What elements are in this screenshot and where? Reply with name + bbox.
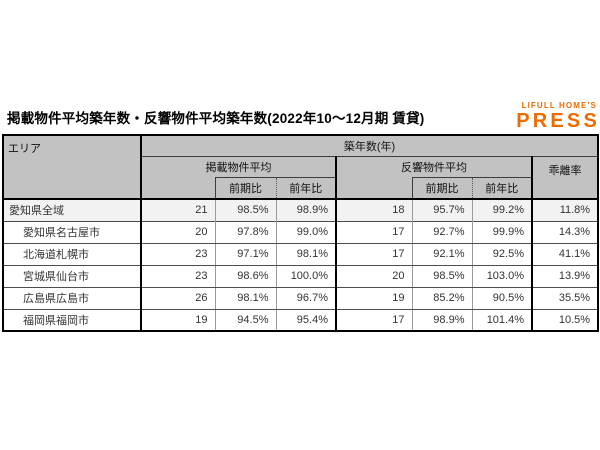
response-yoy-cell: 103.0% [471, 264, 533, 288]
listed-age-cell: 26 [140, 286, 216, 310]
listed-age-cell: 21 [140, 198, 216, 222]
listed-yoy-cell: 95.4% [275, 308, 337, 332]
area-cell: 愛知県全域 [2, 198, 142, 222]
listed-yoy-cell: 98.9% [275, 198, 337, 222]
column-group-listed-average: 掲載物件平均 [140, 156, 337, 178]
column-header-listed-yoy: 前年比 [275, 177, 337, 200]
area-cell: 宮城県仙台市 [2, 264, 142, 288]
building-age-table: エリア 築年数(年) 掲載物件平均 反響物件平均 乖離率 前期比 前年比 前期比… [2, 134, 600, 332]
area-cell: 愛知県名古屋市 [2, 220, 142, 244]
response-qoq-cell: 95.7% [411, 198, 473, 222]
table-row: 愛知県名古屋市 20 97.8% 99.0% 17 92.7% 99.9% 14… [2, 220, 599, 244]
response-yoy-cell: 90.5% [471, 286, 533, 310]
response-yoy-cell: 99.9% [471, 220, 533, 244]
listed-qoq-cell: 98.5% [214, 198, 277, 222]
header-row-1: エリア 築年数(年) [2, 134, 599, 200]
listed-age-cell: 19 [140, 308, 216, 332]
header-spacer-response [335, 177, 413, 200]
response-age-cell: 17 [335, 308, 413, 332]
listed-age-cell: 23 [140, 264, 216, 288]
divergence-rate-cell: 14.3% [531, 220, 599, 244]
listed-qoq-cell: 98.6% [214, 264, 277, 288]
table-row: 愛知県全域 21 98.5% 98.9% 18 95.7% 99.2% 11.8… [2, 198, 599, 222]
response-qoq-cell: 85.2% [411, 286, 473, 310]
response-age-cell: 20 [335, 264, 413, 288]
divergence-rate-cell: 11.8% [531, 198, 599, 222]
area-cell: 北海道札幌市 [2, 242, 142, 266]
response-age-cell: 17 [335, 220, 413, 244]
column-header-area: エリア [2, 134, 142, 200]
column-header-age: 築年数(年) [140, 134, 599, 157]
column-header-divergence-rate: 乖離率 [531, 156, 599, 200]
header-spacer-listed [140, 177, 216, 200]
divergence-rate-cell: 41.1% [531, 242, 599, 266]
listed-yoy-cell: 98.1% [275, 242, 337, 266]
listed-age-cell: 23 [140, 242, 216, 266]
listed-qoq-cell: 97.8% [214, 220, 277, 244]
column-header-response-qoq: 前期比 [411, 177, 473, 200]
response-age-cell: 19 [335, 286, 413, 310]
area-cell: 福岡県福岡市 [2, 308, 142, 332]
lifull-homes-press-logo: LIFULL HOME'S PRESS [516, 101, 600, 132]
response-yoy-cell: 101.4% [471, 308, 533, 332]
listed-yoy-cell: 96.7% [275, 286, 337, 310]
response-qoq-cell: 98.9% [411, 308, 473, 332]
response-qoq-cell: 92.7% [411, 220, 473, 244]
logo-brand-text: LIFULL HOME'S [521, 101, 597, 110]
table-body: 愛知県全域 21 98.5% 98.9% 18 95.7% 99.2% 11.8… [2, 198, 599, 332]
table-header: エリア 築年数(年) 掲載物件平均 反響物件平均 乖離率 前期比 前年比 前期比… [2, 134, 599, 200]
response-qoq-cell: 98.5% [411, 264, 473, 288]
table-row: 宮城県仙台市 23 98.6% 100.0% 20 98.5% 103.0% 1… [2, 264, 599, 288]
listed-yoy-cell: 99.0% [275, 220, 337, 244]
column-group-response-average: 反響物件平均 [335, 156, 533, 178]
page-content: 掲載物件平均築年数・反響物件平均築年数(2022年10〜12月期 賃貸) LIF… [2, 101, 600, 332]
response-yoy-cell: 99.2% [471, 198, 533, 222]
response-age-cell: 17 [335, 242, 413, 266]
table-row: 広島県広島市 26 98.1% 96.7% 19 85.2% 90.5% 35.… [2, 286, 599, 310]
column-header-response-yoy: 前年比 [471, 177, 533, 200]
listed-age-cell: 20 [140, 220, 216, 244]
listed-qoq-cell: 94.5% [214, 308, 277, 332]
table-row: 北海道札幌市 23 97.1% 98.1% 17 92.1% 92.5% 41.… [2, 242, 599, 266]
listed-yoy-cell: 100.0% [275, 264, 337, 288]
header-row-2: 掲載物件平均 反響物件平均 乖離率 [3, 156, 599, 200]
response-qoq-cell: 92.1% [411, 242, 473, 266]
page-title: 掲載物件平均築年数・反響物件平均築年数(2022年10〜12月期 賃貸) [7, 111, 425, 126]
divergence-rate-cell: 13.9% [531, 264, 599, 288]
response-yoy-cell: 92.5% [471, 242, 533, 266]
listed-qoq-cell: 97.1% [214, 242, 277, 266]
response-age-cell: 18 [335, 198, 413, 222]
divergence-rate-cell: 35.5% [531, 286, 599, 310]
column-header-listed-qoq: 前期比 [214, 177, 277, 200]
divergence-rate-cell: 10.5% [531, 308, 599, 332]
header-row-3: 前期比 前年比 前期比 前年比 [3, 177, 598, 200]
listed-qoq-cell: 98.1% [214, 286, 277, 310]
logo-press-text: PRESS [516, 110, 600, 132]
title-bar: 掲載物件平均築年数・反響物件平均築年数(2022年10〜12月期 賃貸) LIF… [2, 101, 600, 132]
table-row: 福岡県福岡市 19 94.5% 95.4% 17 98.9% 101.4% 10… [2, 308, 599, 332]
area-cell: 広島県広島市 [2, 286, 142, 310]
